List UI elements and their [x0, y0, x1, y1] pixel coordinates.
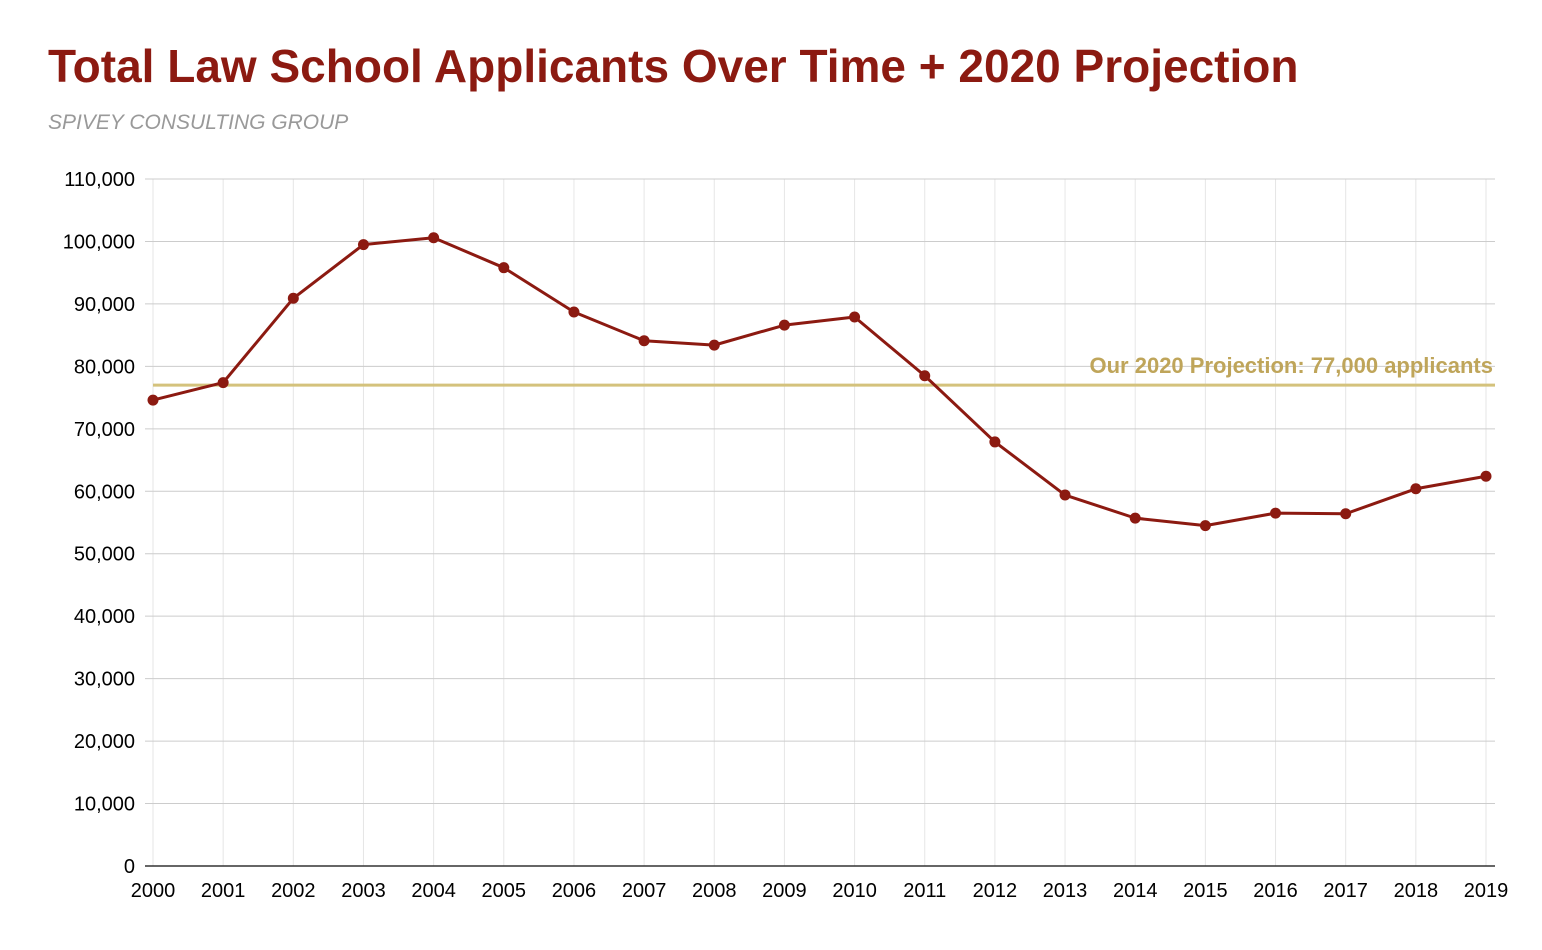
data-point-2014	[1129, 512, 1141, 524]
y-tick-label: 30,000	[74, 669, 135, 691]
projection-label: Our 2020 Projection: 77,000 applicants	[1090, 353, 1494, 378]
x-tick-label: 2009	[762, 880, 807, 902]
x-tick-label: 2003	[341, 880, 386, 902]
data-point-2013	[1059, 489, 1071, 501]
data-point-2003	[357, 239, 369, 251]
data-point-2009	[778, 319, 790, 331]
series-line	[152, 236, 1487, 528]
y-tick-label: 90,000	[74, 294, 135, 316]
projection-reference: Our 2020 Projection: 77,000 applicants	[153, 353, 1495, 387]
grid-lines	[145, 178, 1495, 866]
data-point-2001	[217, 377, 229, 389]
y-axis-tick-labels: 0 10,000 20,000 30,000 40,000 50,000 60,000 70,…	[63, 169, 135, 878]
x-tick-label: 2014	[1113, 880, 1158, 902]
y-tick-label: 80,000	[74, 356, 135, 378]
x-tick-label: 2017	[1323, 880, 1368, 902]
data-point-2019	[1480, 470, 1492, 482]
x-tick-label: 2005	[482, 880, 527, 902]
x-tick-label: 2015	[1183, 880, 1228, 902]
data-point-2004	[428, 232, 440, 244]
y-tick-label: 50,000	[74, 544, 135, 566]
data-point-2016	[1270, 507, 1282, 519]
data-point-2007	[638, 335, 650, 347]
x-axis-tick-labels: 2000 2001 2002 2003 2004 2005 2006 2007 2008 2009…	[131, 880, 1509, 902]
x-tick-label: 2016	[1253, 880, 1298, 902]
y-tick-label: 40,000	[74, 606, 135, 628]
data-point-2000	[147, 394, 159, 406]
y-tick-label: 0	[124, 856, 135, 878]
data-point-2002	[287, 292, 299, 304]
x-tick-label: 2006	[552, 880, 597, 902]
data-point-2006	[568, 306, 580, 318]
data-point-2018	[1410, 483, 1422, 495]
x-tick-label: 2018	[1394, 880, 1439, 902]
data-point-2012	[989, 436, 1001, 448]
x-tick-label: 2013	[1043, 880, 1088, 902]
y-tick-label: 60,000	[74, 481, 135, 503]
chart-subtitle: SPIVEY CONSULTING GROUP	[48, 111, 349, 134]
data-point-2017	[1340, 508, 1352, 520]
x-tick-label: 2004	[411, 880, 456, 902]
data-point-2005	[498, 262, 510, 274]
x-tick-label: 2019	[1464, 880, 1509, 902]
x-tick-label: 2008	[692, 880, 737, 902]
data-point-2008	[708, 339, 720, 351]
y-tick-label: 70,000	[74, 419, 135, 441]
data-points	[147, 232, 1492, 532]
y-tick-label: 10,000	[74, 794, 135, 816]
x-tick-label: 2000	[131, 880, 176, 902]
series-applicants	[147, 232, 1492, 532]
y-tick-label: 110,000	[64, 169, 135, 191]
x-tick-label: 2010	[832, 880, 877, 902]
x-tick-label: 2002	[271, 880, 316, 902]
x-tick-label: 2007	[622, 880, 667, 902]
data-point-2011	[919, 370, 931, 382]
x-tick-label: 2011	[903, 880, 946, 902]
x-tick-label: 2012	[973, 880, 1018, 902]
data-point-2010	[849, 311, 861, 323]
y-tick-label: 20,000	[74, 731, 135, 753]
chart-title: Total Law School Applicants Over Time + …	[48, 40, 1299, 92]
x-tick-label: 2001	[201, 880, 246, 902]
data-point-2015	[1199, 520, 1211, 532]
y-tick-label: 100,000	[63, 231, 135, 253]
